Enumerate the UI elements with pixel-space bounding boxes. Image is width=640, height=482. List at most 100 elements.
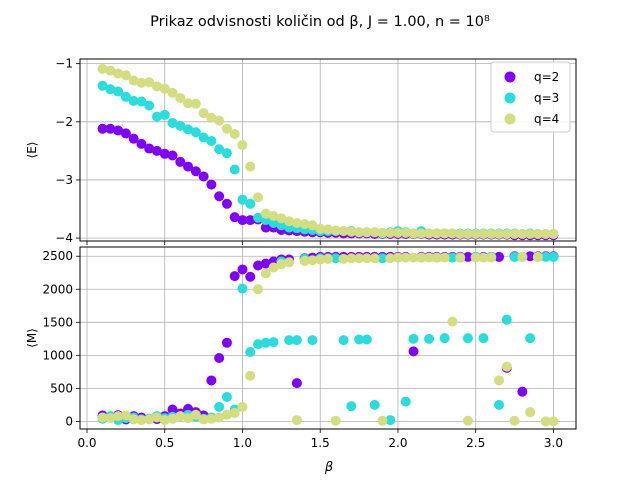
data-point-q=4 — [509, 415, 520, 426]
data-point-q=2 — [198, 171, 209, 182]
data-point-q=4 — [447, 316, 458, 327]
data-point-q=4 — [151, 412, 162, 423]
data-point-q=4 — [221, 409, 232, 420]
data-point-q=4 — [354, 227, 365, 238]
data-point-q=3 — [439, 333, 450, 344]
x-tick-label: 1.5 — [311, 436, 330, 450]
data-point-q=4 — [392, 227, 403, 238]
data-point-q=4 — [175, 92, 186, 103]
data-point-q=4 — [431, 228, 442, 239]
data-point-q=4 — [291, 217, 302, 228]
data-point-q=2 — [190, 166, 201, 177]
data-point-q=4 — [424, 228, 435, 239]
data-point-q=2 — [229, 271, 240, 282]
data-point-q=2 — [167, 404, 178, 415]
data-point-q=3 — [509, 251, 520, 262]
data-point-q=3 — [494, 399, 505, 410]
data-point-q=4 — [330, 225, 341, 236]
data-point-q=4 — [97, 63, 108, 74]
data-point-q=3 — [221, 148, 232, 159]
data-point-q=2 — [214, 191, 225, 202]
x-tick-label: 2.5 — [466, 436, 485, 450]
data-point-q=2 — [237, 264, 248, 275]
data-point-q=3 — [478, 333, 489, 344]
data-point-q=4 — [229, 129, 240, 140]
data-point-q=2 — [151, 145, 162, 156]
data-point-q=2 — [183, 161, 194, 172]
data-point-q=4 — [525, 229, 536, 240]
data-point-q=2 — [229, 212, 240, 223]
data-point-q=2 — [113, 125, 124, 136]
data-point-q=4 — [470, 252, 481, 263]
data-point-q=3 — [245, 347, 256, 358]
y-tick-label: −1 — [55, 57, 73, 71]
data-point-q=2 — [462, 251, 473, 262]
data-point-q=3 — [268, 337, 279, 348]
data-point-q=4 — [494, 375, 505, 386]
data-point-q=2 — [159, 148, 170, 159]
data-point-q=4 — [486, 229, 497, 240]
data-point-q=2 — [245, 215, 256, 226]
data-point-q=3 — [284, 335, 295, 346]
data-point-q=3 — [237, 283, 248, 294]
data-point-q=4 — [307, 220, 318, 231]
data-point-q=3 — [291, 335, 302, 346]
data-point-q=4 — [167, 87, 178, 98]
data-point-q=4 — [136, 415, 147, 426]
data-point-q=4 — [214, 115, 225, 126]
data-point-q=4 — [532, 229, 543, 240]
magnetization-markers — [97, 251, 559, 427]
data-point-q=2 — [525, 251, 536, 262]
data-point-q=2 — [517, 386, 528, 397]
data-point-q=4 — [501, 361, 512, 372]
magnetization-axes-frame — [79, 246, 577, 430]
data-point-q=2 — [494, 251, 505, 262]
data-point-q=3 — [462, 333, 473, 344]
data-point-q=4 — [486, 252, 497, 263]
data-point-q=4 — [354, 253, 365, 264]
data-point-q=3 — [408, 333, 419, 344]
energy-axes-frame — [79, 58, 577, 242]
magnetization-panel: 0 500 1000 1500 2000 2500 0.0 0.5 1.0 1.5 2.0 2.5 3.… — [25, 246, 577, 450]
data-point-q=2 — [105, 123, 116, 134]
y-tick-label: −4 — [55, 231, 73, 245]
data-point-q=4 — [385, 253, 396, 264]
data-point-q=4 — [299, 255, 310, 266]
data-point-q=4 — [377, 415, 388, 426]
chart-title: Prikaz odvisnosti količin od β, J = 1.00… — [150, 14, 490, 30]
data-point-q=4 — [369, 253, 380, 264]
data-point-q=4 — [183, 98, 194, 109]
data-point-q=4 — [253, 284, 264, 295]
data-point-q=4 — [159, 415, 170, 426]
energy-y-axis-label: ⟨E⟩ — [25, 142, 39, 159]
data-point-q=4 — [284, 257, 295, 268]
data-point-q=3 — [221, 391, 232, 402]
magnetization-axis-ticks: 0 500 1000 1500 2000 2500 0.0 0.5 1.0 1.5 2.0 2.5 3.… — [42, 249, 563, 450]
data-point-q=3 — [253, 212, 264, 223]
data-point-q=4 — [361, 253, 372, 264]
data-point-q=4 — [97, 412, 108, 423]
x-axis-label: β — [324, 460, 333, 475]
data-point-q=4 — [408, 252, 419, 263]
data-point-q=4 — [260, 208, 271, 219]
data-point-q=4 — [128, 75, 139, 86]
data-point-q=4 — [120, 70, 131, 81]
data-point-q=3 — [447, 252, 458, 263]
data-point-q=4 — [128, 414, 139, 425]
energy-panel: −4 −3 −2 −1 ⟨E⟩ — [25, 57, 577, 245]
data-point-q=2 — [260, 222, 271, 233]
data-point-q=4 — [113, 68, 124, 79]
data-point-q=2 — [237, 215, 248, 226]
data-point-q=2 — [214, 352, 225, 363]
data-point-q=4 — [167, 413, 178, 424]
legend-label-q2: q=2 — [534, 70, 559, 84]
data-point-q=4 — [346, 253, 357, 264]
y-tick-label: 1500 — [42, 315, 73, 329]
data-point-q=4 — [338, 253, 349, 264]
data-point-q=3 — [113, 86, 124, 97]
data-point-q=3 — [385, 415, 396, 426]
energy-axis-ticks: −4 −3 −2 −1 — [55, 57, 554, 245]
legend-marker-q4 — [504, 113, 516, 125]
data-point-q=4 — [190, 409, 201, 420]
data-point-q=4 — [323, 224, 333, 235]
